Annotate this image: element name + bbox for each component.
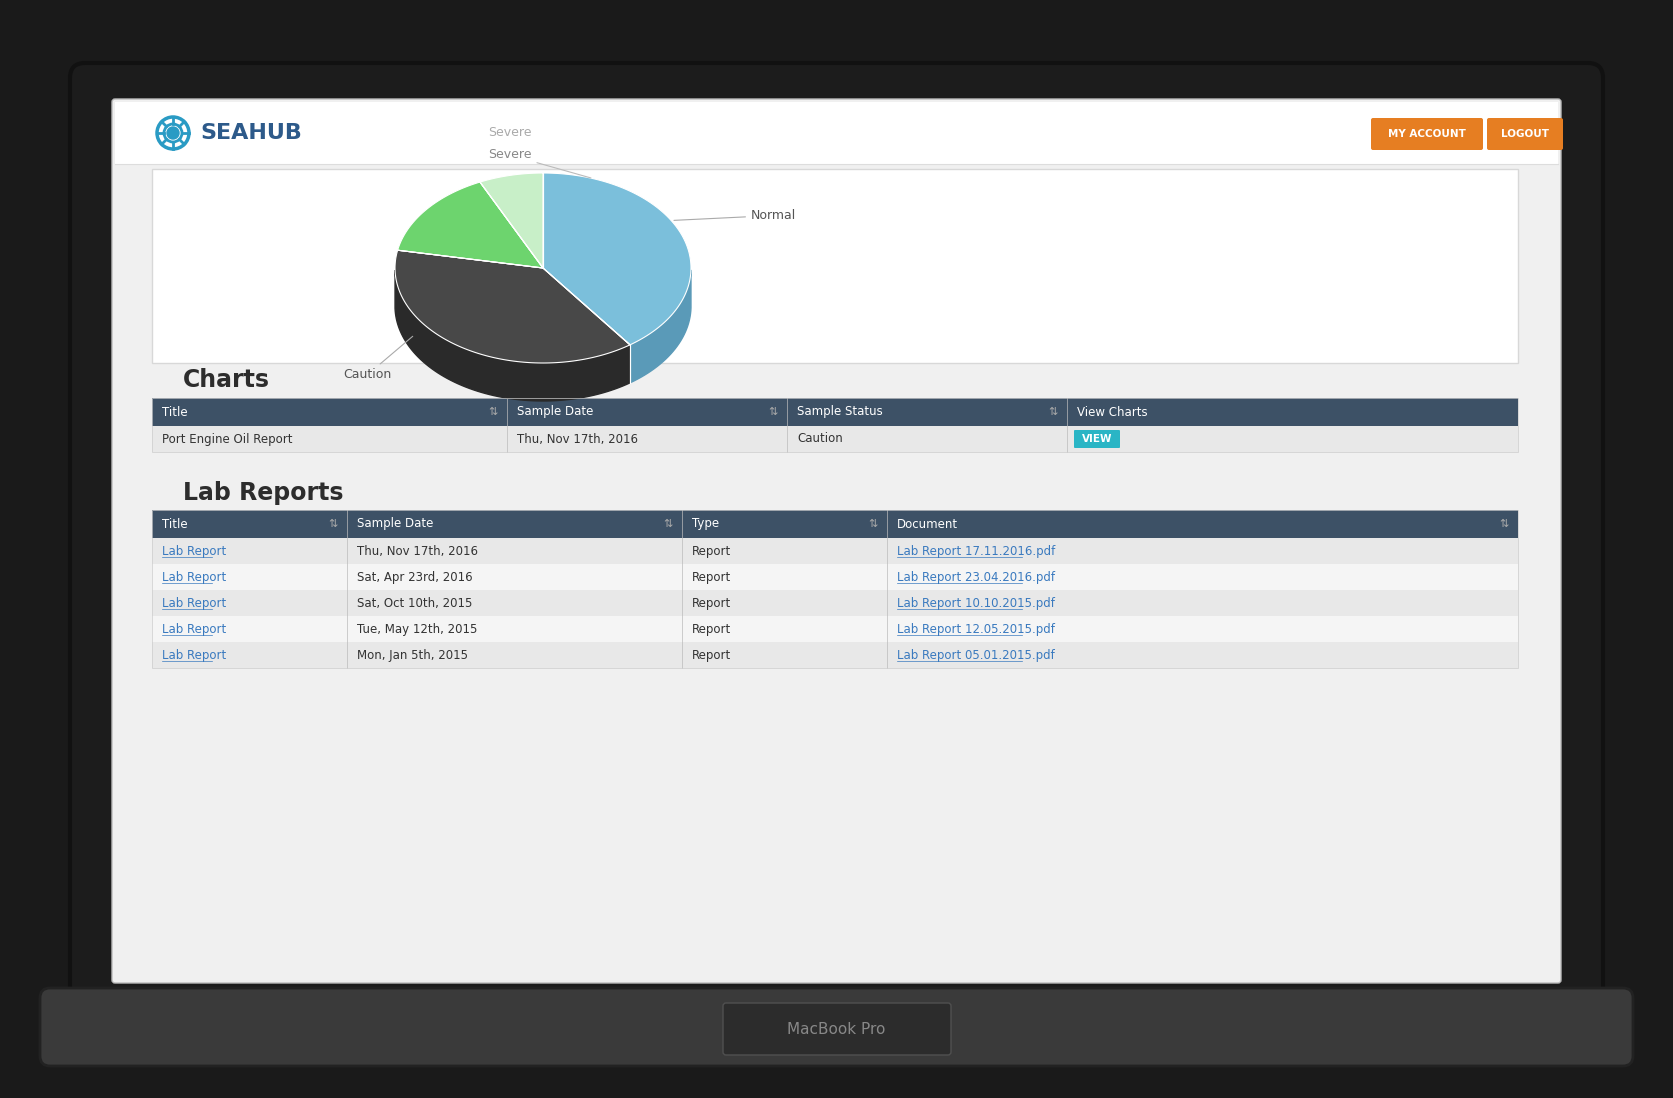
FancyBboxPatch shape <box>152 616 1517 642</box>
Text: Report: Report <box>693 545 731 558</box>
Text: Lab Report 23.04.2016.pdf: Lab Report 23.04.2016.pdf <box>897 571 1056 583</box>
Text: Charts: Charts <box>182 368 269 392</box>
Text: Lab Report 17.11.2016.pdf: Lab Report 17.11.2016.pdf <box>897 545 1056 558</box>
FancyBboxPatch shape <box>152 509 1517 538</box>
Text: Lab Report: Lab Report <box>162 545 226 558</box>
FancyBboxPatch shape <box>1487 117 1563 150</box>
Text: Sat, Oct 10th, 2015: Sat, Oct 10th, 2015 <box>356 596 472 609</box>
Text: ⇅: ⇅ <box>1499 519 1509 529</box>
Text: ⇅: ⇅ <box>1049 407 1057 417</box>
Polygon shape <box>544 173 691 345</box>
Polygon shape <box>395 270 631 401</box>
Text: Title: Title <box>162 517 187 530</box>
Text: Thu, Nov 17th, 2016: Thu, Nov 17th, 2016 <box>356 545 478 558</box>
Polygon shape <box>631 270 691 383</box>
FancyBboxPatch shape <box>152 538 1517 564</box>
FancyBboxPatch shape <box>152 590 1517 616</box>
FancyBboxPatch shape <box>152 642 1517 668</box>
FancyBboxPatch shape <box>152 397 1517 426</box>
Text: Lab Report 12.05.2015.pdf: Lab Report 12.05.2015.pdf <box>897 623 1056 636</box>
Text: Report: Report <box>693 596 731 609</box>
Text: VIEW: VIEW <box>1082 434 1113 444</box>
Text: LOGOUT: LOGOUT <box>1501 128 1549 139</box>
Text: ⇅: ⇅ <box>868 519 878 529</box>
Text: Type: Type <box>693 517 719 530</box>
FancyBboxPatch shape <box>115 102 1558 164</box>
FancyBboxPatch shape <box>1074 430 1119 448</box>
Text: Caution: Caution <box>796 433 843 446</box>
FancyBboxPatch shape <box>723 1002 950 1055</box>
Circle shape <box>831 117 842 128</box>
FancyBboxPatch shape <box>112 99 1561 983</box>
FancyBboxPatch shape <box>70 63 1603 1023</box>
FancyBboxPatch shape <box>152 169 1517 363</box>
Text: Severe: Severe <box>489 148 591 178</box>
Text: Tue, May 12th, 2015: Tue, May 12th, 2015 <box>356 623 477 636</box>
Text: View Charts: View Charts <box>1077 405 1148 418</box>
FancyBboxPatch shape <box>40 988 1633 1066</box>
Polygon shape <box>395 250 631 363</box>
Text: Lab Report: Lab Report <box>162 596 226 609</box>
Text: Lab Report 05.01.2015.pdf: Lab Report 05.01.2015.pdf <box>897 649 1054 661</box>
Text: Sat, Apr 23rd, 2016: Sat, Apr 23rd, 2016 <box>356 571 473 583</box>
Text: ⇅: ⇅ <box>663 519 673 529</box>
Text: Normal: Normal <box>674 209 796 222</box>
FancyBboxPatch shape <box>152 426 1517 452</box>
Text: Title: Title <box>162 405 187 418</box>
Text: Report: Report <box>693 649 731 661</box>
Text: ⇅: ⇅ <box>489 407 497 417</box>
Circle shape <box>167 127 179 139</box>
Text: Caution: Caution <box>343 336 413 381</box>
FancyBboxPatch shape <box>1370 117 1482 150</box>
Text: Lab Reports: Lab Reports <box>182 481 343 505</box>
Text: Thu, Nov 17th, 2016: Thu, Nov 17th, 2016 <box>517 433 637 446</box>
Text: Lab Report 10.10.2015.pdf: Lab Report 10.10.2015.pdf <box>897 596 1056 609</box>
Text: Lab Report: Lab Report <box>162 571 226 583</box>
Text: Sample Date: Sample Date <box>356 517 433 530</box>
Text: Document: Document <box>897 517 959 530</box>
Text: Lab Report: Lab Report <box>162 623 226 636</box>
Polygon shape <box>398 182 544 268</box>
Text: ⇅: ⇅ <box>328 519 338 529</box>
Text: Lab Report: Lab Report <box>162 649 226 661</box>
Text: ⇅: ⇅ <box>768 407 778 417</box>
Text: Mon, Jan 5th, 2015: Mon, Jan 5th, 2015 <box>356 649 468 661</box>
Text: SEAHUB: SEAHUB <box>201 123 301 143</box>
FancyBboxPatch shape <box>152 564 1517 590</box>
Text: Sample Status: Sample Status <box>796 405 883 418</box>
Text: Port Engine Oil Report: Port Engine Oil Report <box>162 433 293 446</box>
Text: MY ACCOUNT: MY ACCOUNT <box>1389 128 1466 139</box>
Text: Severe: Severe <box>489 126 532 139</box>
Text: Report: Report <box>693 623 731 636</box>
Text: MacBook Pro: MacBook Pro <box>786 1021 885 1037</box>
Text: Sample Date: Sample Date <box>517 405 594 418</box>
Polygon shape <box>480 173 544 268</box>
Text: Report: Report <box>693 571 731 583</box>
